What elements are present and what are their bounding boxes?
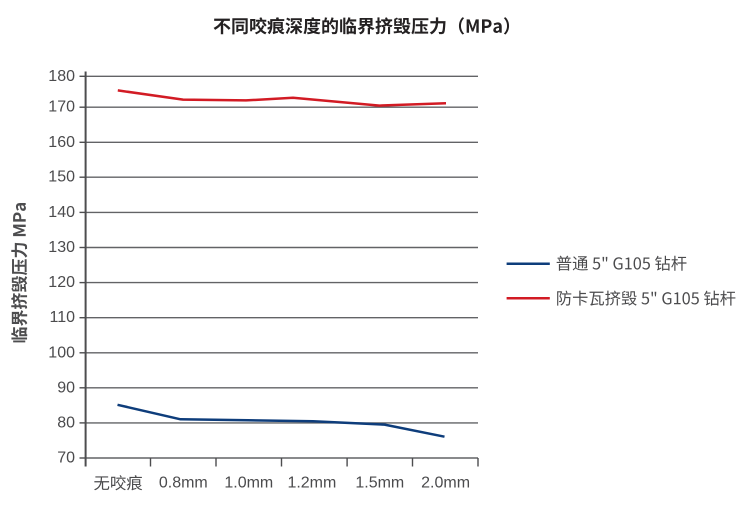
svg-text:120: 120 (48, 274, 75, 291)
svg-text:1.2mm: 1.2mm (287, 475, 336, 492)
svg-text:170: 170 (48, 99, 75, 116)
svg-text:1.5mm: 1.5mm (355, 475, 404, 492)
svg-text:110: 110 (49, 309, 75, 326)
svg-text:180: 180 (48, 68, 75, 85)
svg-text:0.8mm: 0.8mm (159, 475, 208, 492)
svg-text:160: 160 (48, 134, 75, 151)
svg-text:90: 90 (57, 379, 75, 396)
svg-text:80: 80 (57, 414, 75, 431)
svg-text:140: 140 (48, 204, 75, 221)
svg-text:2.0mm: 2.0mm (421, 475, 470, 492)
svg-text:150: 150 (48, 169, 75, 186)
svg-text:70: 70 (57, 450, 75, 467)
svg-text:1.0mm: 1.0mm (224, 475, 273, 492)
svg-text:100: 100 (48, 344, 75, 361)
svg-text:130: 130 (48, 239, 75, 256)
